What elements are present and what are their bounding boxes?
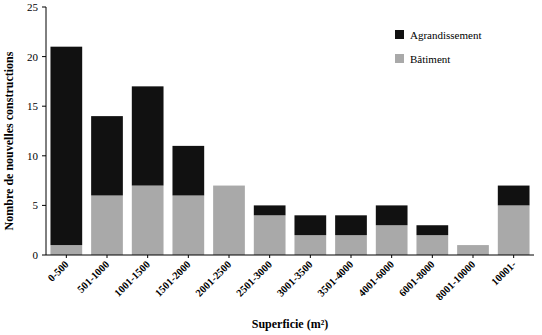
x-tick (432, 255, 433, 258)
bar-segment (213, 186, 245, 255)
x-tick (391, 255, 392, 258)
y-tick-label: 5 (33, 199, 39, 211)
bar-segment (335, 215, 367, 235)
bar-segment (91, 195, 123, 255)
bar-segment (172, 146, 204, 196)
y-tick-label: 0 (33, 249, 39, 261)
y-tick (42, 7, 46, 8)
bar-segment (50, 47, 82, 245)
bar-segment (457, 245, 489, 246)
bar-segment (457, 245, 489, 255)
legend-swatch (395, 54, 404, 63)
y-tick (42, 205, 46, 206)
chart-container: 0 5 10 15 20 25 0-500501-10001001-15001501-200… (0, 0, 542, 335)
bar-segment (254, 205, 286, 215)
x-axis (46, 255, 534, 256)
x-tick (229, 255, 230, 258)
y-tick (42, 106, 46, 107)
legend-label: Bâtiment (410, 53, 450, 65)
bar-segment (132, 186, 164, 255)
bar-segment (132, 86, 164, 185)
x-tick (188, 255, 189, 258)
y-tick-label: 10 (27, 150, 39, 162)
bar-segment (172, 195, 204, 255)
bar-segment (498, 186, 530, 206)
x-tick-label: 4001-6000 (356, 259, 396, 299)
x-tick (473, 255, 474, 258)
x-tick-label: 10001- (489, 258, 518, 287)
y-axis (46, 7, 47, 255)
legend-swatch (395, 30, 404, 39)
bar-segment (416, 225, 448, 235)
bar-segment (50, 245, 82, 255)
x-tick (351, 255, 352, 258)
x-tick-label: 3001-3500 (275, 259, 315, 299)
x-tick-label: 501-1000 (75, 259, 111, 295)
bars (50, 47, 529, 255)
x-tick-label: 8001-10000 (434, 259, 478, 303)
x-tick-label: 3501-4000 (315, 259, 355, 299)
y-tick-label: 15 (27, 100, 39, 112)
y-tick (42, 255, 46, 256)
y-tick-label: 20 (27, 51, 39, 63)
x-tick-label: 2001-2500 (193, 259, 233, 299)
x-tick (513, 255, 514, 258)
x-tick-label: 0-500 (46, 259, 71, 284)
bar-segment (213, 185, 245, 186)
x-tick-label: 1001-1500 (112, 259, 152, 299)
bar-segment (294, 215, 326, 235)
x-tick (269, 255, 270, 258)
y-tick (42, 155, 46, 156)
x-tick-label: 6001-8000 (397, 259, 437, 299)
x-tick-label: 2501-3000 (234, 259, 274, 299)
bar-segment (335, 235, 367, 255)
x-tick (147, 255, 148, 258)
y-tick (42, 56, 46, 57)
bar-segment (294, 235, 326, 255)
x-tick (107, 255, 108, 258)
bar-segment (498, 205, 530, 255)
x-tick-label: 1501-2000 (153, 259, 193, 299)
bar-segment (376, 205, 408, 225)
bar-segment (416, 235, 448, 255)
bar-segment (91, 116, 123, 195)
bar-segment (376, 225, 408, 255)
legend-label: Agrandissement (410, 29, 481, 41)
bar-segment (254, 215, 286, 255)
y-tick-label: 25 (27, 1, 39, 13)
chart: 0 5 10 15 20 25 0-500501-10001001-15001501-200… (0, 0, 542, 335)
x-tick (310, 255, 311, 258)
x-tick (66, 255, 67, 258)
x-axis-title: Superficie (m²) (252, 317, 329, 331)
y-axis-title: Nombre de nouvelles constructions (2, 51, 16, 230)
